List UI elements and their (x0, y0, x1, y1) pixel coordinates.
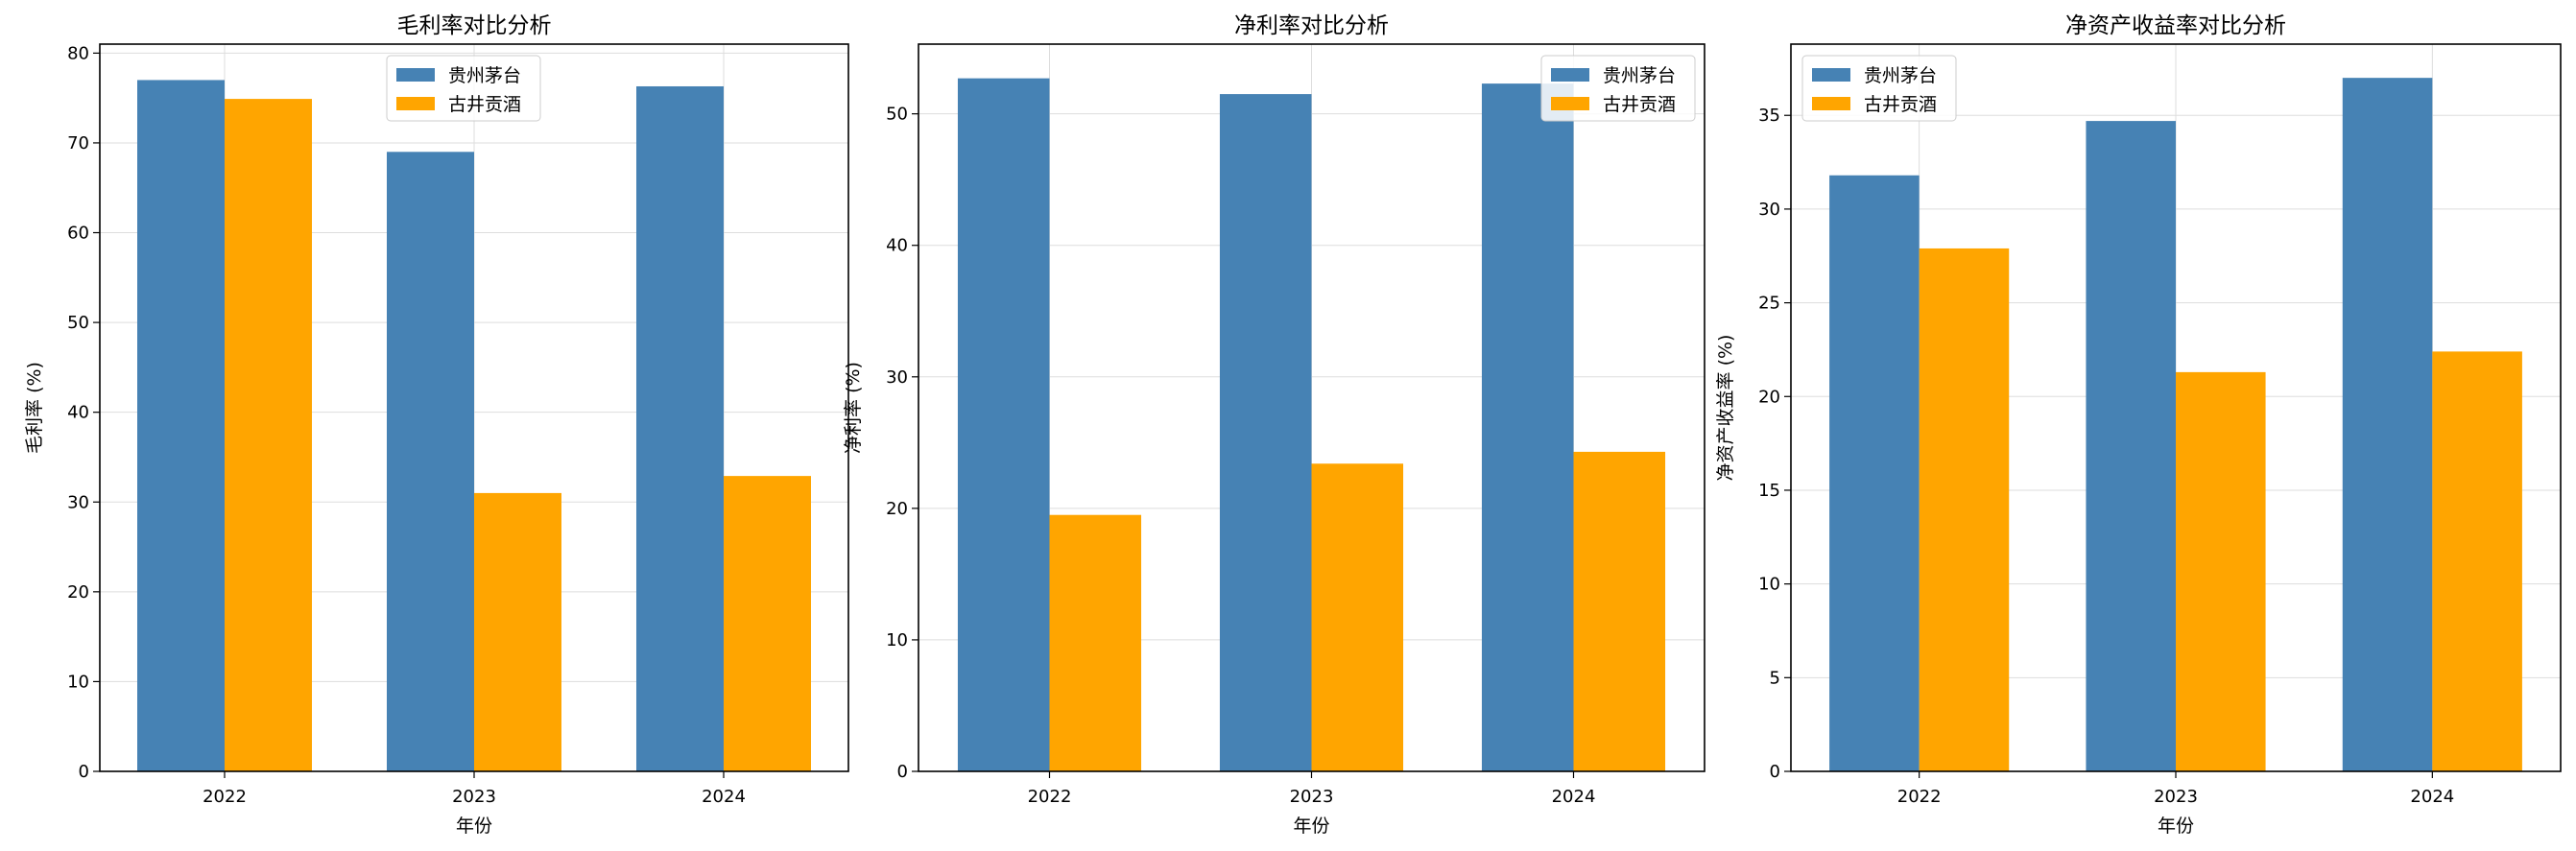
bar-series2-2023 (1311, 463, 1404, 771)
legend-label-1: 贵州茅台 (1864, 65, 1937, 86)
legend-label-1: 贵州茅台 (1603, 65, 1676, 86)
bar-series1-2024 (636, 85, 724, 771)
legend-swatch-1 (396, 68, 435, 82)
y-tick-label: 10 (1758, 575, 1780, 595)
bar-series1-2024 (1481, 83, 1574, 771)
legend-label-2: 古井贡酒 (1864, 94, 1937, 115)
x-tick-label: 2023 (452, 787, 496, 807)
y-tick-label: 0 (1770, 762, 1780, 782)
x-tick-label: 2022 (1897, 787, 1942, 807)
y-tick-label: 10 (886, 630, 908, 650)
bar-series2-2023 (474, 492, 561, 771)
legend-swatch-2 (396, 97, 435, 110)
legend-label-1: 贵州茅台 (448, 65, 521, 86)
x-tick-label: 2024 (2410, 787, 2454, 807)
y-tick-label: 35 (1758, 106, 1780, 126)
y-tick-label: 40 (886, 236, 908, 256)
x-tick-label: 2024 (702, 787, 746, 807)
bar-series2-2024 (2432, 351, 2522, 771)
y-tick-label: 15 (1758, 481, 1780, 501)
y-tick-label: 20 (1758, 387, 1780, 407)
y-tick-label: 0 (79, 762, 89, 782)
x-tick-label: 2023 (1290, 787, 1334, 807)
legend-swatch-2 (1812, 97, 1850, 110)
y-tick-label: 60 (67, 224, 89, 244)
y-axis-label: 净利率 (%) (843, 362, 864, 454)
y-tick-label: 20 (886, 499, 908, 519)
x-axis-label: 年份 (1293, 816, 1329, 837)
y-tick-label: 70 (67, 133, 89, 154)
bar-series1-2022 (137, 80, 225, 771)
y-tick-label: 10 (67, 672, 89, 692)
x-axis-label: 年份 (2158, 816, 2194, 837)
y-axis-label: 净资产收益率 (%) (1715, 335, 1736, 482)
bar-series1-2022 (1829, 175, 1920, 772)
y-tick-label: 30 (67, 492, 89, 512)
x-axis-label: 年份 (456, 816, 492, 837)
x-tick-label: 2022 (1028, 787, 1072, 807)
bar-series2-2023 (2176, 371, 2266, 771)
legend-label-2: 古井贡酒 (1603, 94, 1676, 115)
legend-label-2: 古井贡酒 (448, 94, 521, 115)
y-axis-label: 毛利率 (%) (24, 362, 45, 454)
legend-swatch-2 (1551, 97, 1589, 110)
y-tick-label: 50 (886, 105, 908, 125)
y-tick-label: 20 (67, 582, 89, 603)
bar-series2-2022 (1919, 248, 2010, 771)
chart-title: 净利率对比分析 (1234, 13, 1389, 38)
bar-series2-2022 (225, 99, 312, 771)
y-tick-label: 80 (67, 43, 89, 63)
legend-swatch-1 (1551, 68, 1589, 82)
bar-series1-2023 (387, 152, 474, 772)
y-tick-label: 30 (1758, 200, 1780, 220)
bar-series2-2022 (1049, 514, 1142, 771)
y-tick-label: 40 (67, 403, 89, 423)
chart-title: 毛利率对比分析 (397, 13, 552, 38)
y-tick-label: 25 (1758, 294, 1780, 314)
y-tick-label: 5 (1770, 668, 1780, 688)
y-tick-label: 0 (897, 762, 908, 782)
y-tick-label: 50 (67, 313, 89, 333)
bar-series1-2023 (1219, 94, 1312, 772)
y-tick-label: 30 (886, 367, 908, 388)
bar-series2-2024 (1573, 451, 1666, 771)
bar-series1-2024 (2342, 78, 2433, 772)
chart-title: 净资产收益率对比分析 (2065, 13, 2286, 38)
x-tick-label: 2022 (203, 787, 247, 807)
x-tick-label: 2023 (2154, 787, 2198, 807)
legend-swatch-1 (1812, 68, 1850, 82)
x-tick-label: 2024 (1552, 787, 1596, 807)
bar-series1-2022 (957, 78, 1050, 772)
bar-series2-2024 (724, 476, 811, 771)
bar-series1-2023 (2086, 121, 2176, 771)
